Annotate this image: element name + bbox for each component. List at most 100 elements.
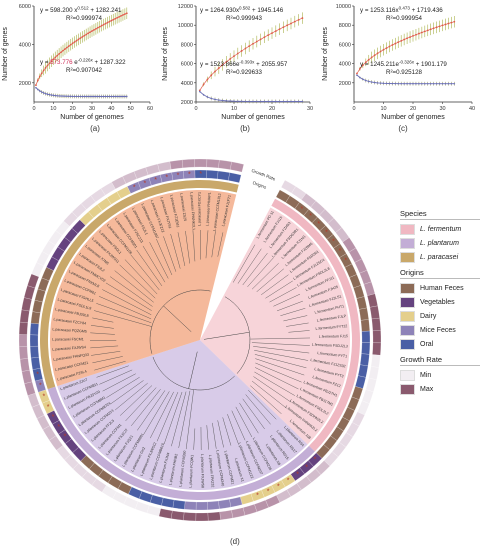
leaf-label: L.plantarum FPA232	[208, 455, 215, 488]
tree-branch	[242, 252, 268, 286]
growth-ring-segment	[146, 505, 161, 517]
leaf-label: L.paracasei FHNHP1	[205, 192, 211, 226]
tree-branch	[255, 358, 305, 376]
origin-legend-label: Vegetables	[420, 298, 455, 306]
highlight-star: *	[42, 393, 45, 400]
tree-branch	[109, 276, 153, 307]
x-tick-label: 40	[469, 106, 475, 112]
leaf-label: L.fermentum FSDJ2L3	[312, 343, 348, 349]
core-r-squared: R²=0.907042	[66, 67, 103, 74]
growth-ring-segment	[367, 293, 378, 308]
clade-background	[57, 340, 308, 491]
highlight-star: *	[133, 185, 136, 192]
leaf-label: L.paracasei CCFM21	[55, 361, 89, 372]
growth-ring-segment	[219, 510, 233, 520]
species-legend-swatch	[400, 251, 415, 263]
x-tick-label: 10	[50, 106, 56, 112]
origin-ring-segment	[207, 500, 220, 510]
origin-ring-segment	[359, 353, 370, 367]
highlight-star: *	[277, 483, 280, 490]
tree-branch	[102, 373, 136, 392]
growth-ring-segment	[19, 346, 29, 360]
pan-r-squared: R²=0.999974	[66, 15, 103, 22]
tree-branch	[178, 390, 191, 448]
tree-branch	[255, 362, 302, 383]
leaf-label: L.fermentum FYT1	[317, 351, 347, 359]
x-tick-label: 10	[231, 106, 237, 112]
tree-branch	[253, 376, 291, 403]
leaf-label: L.plantarum CCFM260	[178, 450, 187, 487]
growth-ring-segment	[21, 369, 33, 384]
y-tick-label: 2000	[339, 81, 351, 87]
leaf-label: L.fermentum FJ1ZS32	[310, 358, 346, 369]
leaf-label: L.paracasei ZS25	[179, 193, 187, 221]
tree-branch	[156, 238, 173, 276]
tree-branch	[254, 354, 307, 369]
origin-ring-segment	[195, 501, 208, 511]
tree-branch	[250, 337, 310, 340]
origin-ring-segment	[356, 296, 368, 310]
tree-branch	[239, 402, 259, 434]
tree-branch	[90, 332, 115, 335]
pan-genome-curve	[35, 12, 127, 86]
highlight-star: *	[296, 471, 299, 478]
tree-branch	[253, 346, 310, 354]
highlight-star: *	[305, 464, 308, 471]
chart-panel-a: 0 10 20 30 40 50 60 2000 4000 6000 Number of genom…	[2, 4, 153, 121]
leaf-label: L.paracasei FGXCY1	[197, 192, 201, 226]
highlight-star: *	[332, 238, 335, 245]
clade-stem	[163, 305, 192, 332]
core-equation: y = 1245.211e-0.326x + 1901.179	[360, 60, 447, 69]
origin-ring-segment	[218, 499, 231, 510]
tree-branch	[143, 391, 170, 435]
origin-ring-segment	[353, 285, 365, 299]
core-genome-curve	[356, 74, 455, 85]
tree-branch	[211, 231, 216, 258]
x-tick-label: 0	[194, 106, 197, 112]
tree-branch	[254, 367, 299, 390]
tree-branch	[163, 236, 177, 272]
leaf-label: L.plantarum CCFM21	[223, 450, 234, 484]
growth-ring-segment	[157, 161, 172, 172]
growth-ring-segment	[18, 334, 28, 347]
tree-branch	[217, 420, 224, 448]
pan-equation: y = 1253.116x0.473 + 1719.436	[360, 6, 443, 15]
tree-branch	[99, 369, 133, 385]
tree-branch	[136, 249, 163, 287]
tree-branch	[114, 270, 154, 303]
species-legend-item: L. fermentum	[400, 222, 480, 236]
growth-ring-segment	[218, 159, 232, 170]
leaf-label: L.fermentum FHT1	[314, 304, 344, 315]
species-legend-label: L. plantarum	[420, 239, 459, 247]
y-tick-label: 2000	[19, 81, 31, 87]
growth-ring-segment	[363, 281, 376, 296]
origin-legend-item: Human Feces	[400, 281, 480, 295]
core-equation: y = 1523.866e-0.393x + 2055.957	[200, 60, 288, 69]
growth-ring-segment	[170, 510, 185, 521]
tree-branch	[245, 394, 271, 425]
leaf-label: L.paracasei FBJ29L8	[55, 307, 89, 318]
y-axis-label: Number of genes	[2, 27, 9, 81]
tree-branch	[131, 389, 161, 426]
tree-branch	[247, 257, 274, 288]
tree-branch	[248, 389, 277, 420]
tree-branch	[251, 380, 287, 409]
origin-ring-segment	[360, 319, 370, 332]
tree-branch	[96, 303, 152, 323]
growth-ring-segment	[21, 297, 32, 312]
y-tick-label: 8000	[339, 23, 351, 29]
chart-panel-c: 0 10 20 30 40 2000 4000 6000 8000 10000 Number of …	[322, 4, 475, 121]
tree-branch	[119, 264, 156, 299]
growth-legend-label: Min	[420, 371, 432, 379]
origin-ring-segment	[229, 496, 243, 508]
growth-ring-segment	[231, 507, 246, 519]
y-tick-label: 2000	[181, 100, 193, 106]
growth-ring-segment	[372, 330, 382, 343]
highlight-star: *	[64, 434, 67, 441]
growth-ring-segment	[158, 508, 173, 519]
growth-ring-segment	[370, 354, 381, 368]
origin-legend-label: Mice Feces	[420, 326, 456, 334]
origin-legend-item: Vegetables	[400, 295, 480, 309]
y-tick-label: 10000	[336, 4, 351, 10]
tree-branch	[149, 242, 169, 279]
